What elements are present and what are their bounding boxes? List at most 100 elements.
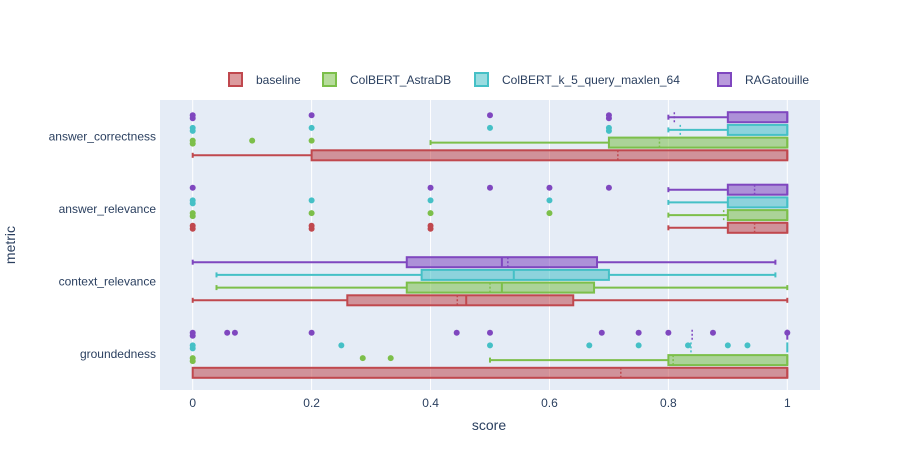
y-tick-label: context_relevance [59, 274, 157, 288]
outlier-point [744, 342, 751, 349]
box [189, 123, 789, 136]
legend-swatch [228, 72, 243, 87]
outlier-point [359, 355, 366, 362]
outlier-point [635, 342, 642, 349]
legend-item-RAGatouille[interactable]: RAGatouille [717, 72, 809, 87]
outlier-point [189, 140, 196, 147]
outlier-point [189, 127, 196, 134]
legend-label: ColBERT_k_5_query_maxlen_64 [502, 73, 680, 87]
outlier-point [635, 329, 642, 336]
box-body [310, 149, 789, 162]
outlier-point [665, 329, 672, 336]
box [189, 183, 789, 196]
box-body [726, 183, 789, 196]
outlier-point [189, 225, 196, 232]
box-body [191, 366, 789, 379]
outlier-point [427, 184, 434, 191]
outlier-point [189, 115, 196, 122]
box [189, 196, 789, 209]
x-tick-label: 0 [189, 396, 196, 410]
legend-swatch [322, 72, 337, 87]
series-baseline [189, 149, 789, 379]
outlier-point [605, 184, 612, 191]
outlier-point [427, 197, 434, 204]
legend[interactable]: baseline ColBERT_AstraDB ColBERT_k_5_query… [228, 72, 809, 87]
y-tick-label: answer_relevance [59, 202, 157, 216]
series-ColBERT_AstraDB [189, 136, 789, 367]
box-body [726, 196, 789, 209]
x-grid-lines [192, 100, 788, 390]
outlier-point [709, 329, 716, 336]
outlier-point [189, 358, 196, 365]
outlier-point [189, 200, 196, 207]
outlier-point [308, 197, 315, 204]
outlier-point [487, 329, 493, 336]
outlier-point [189, 184, 196, 191]
box-body [346, 294, 575, 307]
legend-swatch [474, 72, 489, 87]
box-body [726, 111, 789, 124]
x-tick-label: 0.8 [660, 396, 677, 410]
box-series-group [189, 111, 791, 379]
outlier-point [546, 184, 553, 191]
outlier-point [308, 137, 315, 144]
box [191, 294, 789, 307]
box [215, 268, 777, 281]
x-tick-label: 0.6 [541, 396, 558, 410]
outlier-point [487, 124, 493, 131]
box-body [667, 354, 789, 367]
x-tick-label: 0.4 [422, 396, 439, 410]
x-tick-labels: 0 0.2 0.4 0.6 0.8 1 [189, 396, 791, 410]
legend-item-ColBERT_k_5_query_maxlen_64[interactable]: ColBERT_k_5_query_maxlen_64 [474, 72, 680, 87]
legend-label: ColBERT_AstraDB [350, 73, 451, 87]
outlier-point [487, 342, 493, 349]
box [191, 149, 789, 162]
box [189, 209, 789, 222]
outlier-point [427, 210, 434, 217]
box [189, 342, 789, 353]
y-axis-title: metric [2, 226, 18, 264]
outlier-point [308, 210, 315, 217]
box-body [726, 123, 789, 136]
box [189, 329, 791, 340]
outlier-point [487, 184, 493, 191]
series-RAGatouille [189, 111, 791, 340]
y-tick-label: answer_correctness [49, 129, 156, 143]
y-tick-label: groundedness [80, 347, 156, 361]
outlier-point [605, 115, 612, 122]
outlier-point [487, 112, 493, 119]
outlier-point [231, 329, 238, 336]
outlier-point [453, 329, 460, 336]
outlier-point [189, 345, 196, 352]
outlier-point [427, 225, 434, 232]
outlier-point [189, 213, 196, 220]
box [191, 366, 789, 379]
box [189, 136, 789, 149]
legend-item-baseline[interactable]: baseline [228, 72, 301, 87]
box-body [420, 268, 610, 281]
outlier-point [387, 355, 394, 362]
box [191, 256, 777, 269]
outlier-point [189, 332, 196, 339]
legend-item-ColBERT_AstraDB[interactable]: ColBERT_AstraDB [322, 72, 451, 87]
series-ColBERT_k_5_query_maxlen_64 [189, 123, 789, 353]
legend-swatch [717, 72, 732, 87]
x-tick-label: 1 [784, 396, 791, 410]
outlier-point [338, 342, 345, 349]
outlier-point [224, 329, 231, 336]
outlier-point [546, 197, 553, 204]
legend-label: RAGatouille [745, 73, 809, 87]
outlier-point [308, 112, 315, 119]
legend-label: baseline [256, 73, 301, 87]
outlier-point [784, 329, 791, 336]
box [189, 221, 789, 234]
outlier-point [598, 329, 605, 336]
box-body [726, 209, 789, 222]
outlier-point [308, 124, 315, 131]
outlier-point [308, 329, 315, 336]
box-body [726, 221, 789, 234]
outlier-point [586, 342, 593, 349]
outlier-point [605, 127, 612, 134]
outlier-point [249, 137, 256, 144]
